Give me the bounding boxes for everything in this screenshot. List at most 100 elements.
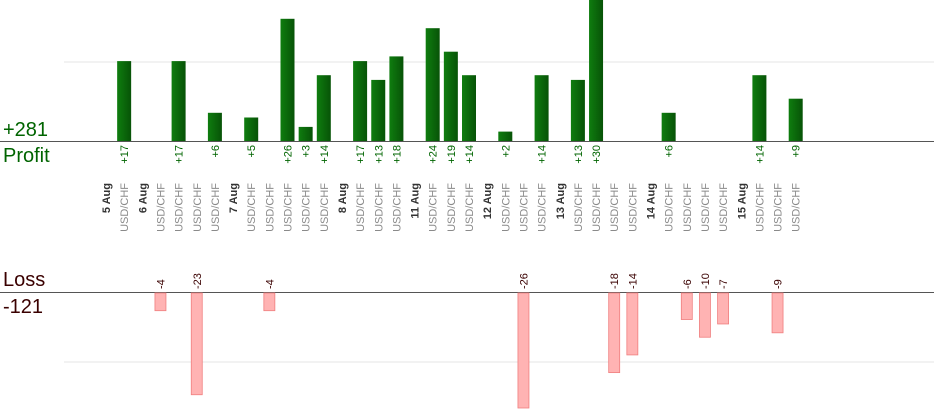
date-label: 7 Aug bbox=[228, 183, 240, 213]
profit-value-label: +14 bbox=[537, 145, 549, 164]
profit-value-label: +17 bbox=[174, 145, 186, 164]
profit-bar bbox=[661, 112, 676, 141]
profit-value-label: +30 bbox=[591, 145, 603, 164]
symbol-label: USD/CHF bbox=[754, 183, 766, 232]
profit-bar bbox=[207, 112, 222, 141]
symbol-label: USD/CHF bbox=[718, 183, 730, 232]
profit-bar bbox=[462, 75, 476, 141]
symbol-label: USD/CHF bbox=[355, 183, 367, 232]
profit-total: +281 bbox=[3, 119, 49, 141]
profit-value-label: +13 bbox=[573, 145, 585, 164]
profit-value-label: +5 bbox=[246, 145, 258, 158]
symbol-label: USD/CHF bbox=[210, 183, 222, 232]
symbol-label: USD/CHF bbox=[301, 183, 313, 232]
symbol-label: USD/CHF bbox=[682, 183, 694, 232]
profit-bar bbox=[752, 75, 767, 141]
profit-bar bbox=[353, 61, 368, 141]
symbol-label: USD/CHF bbox=[428, 183, 440, 232]
loss-value-label: -14 bbox=[627, 273, 639, 289]
date-label: 14 Aug bbox=[646, 183, 658, 219]
profit-value-label: +17 bbox=[119, 145, 131, 164]
symbol-label: USD/CHF bbox=[174, 183, 186, 232]
loss-label: Loss bbox=[3, 269, 46, 291]
symbol-label: USD/CHF bbox=[446, 183, 458, 232]
profit-bar bbox=[244, 117, 259, 141]
loss-bar bbox=[263, 292, 276, 312]
profit-value-label: +26 bbox=[283, 145, 295, 164]
symbol-label: USD/CHF bbox=[609, 183, 621, 232]
loss-bar bbox=[680, 292, 693, 320]
symbol-label: USD/CHF bbox=[537, 183, 549, 232]
profit-value-label: +14 bbox=[464, 145, 476, 164]
loss-bar bbox=[626, 292, 639, 356]
symbol-label: USD/CHF bbox=[664, 183, 676, 232]
profit-value-label: +24 bbox=[428, 145, 440, 164]
profit-bar bbox=[788, 98, 803, 141]
date-label: 15 Aug bbox=[736, 183, 748, 219]
symbol-label: USD/CHF bbox=[246, 183, 258, 232]
loss-total: -121 bbox=[3, 296, 44, 318]
symbol-label: USD/CHF bbox=[627, 183, 639, 232]
symbol-label: USD/CHF bbox=[591, 183, 603, 232]
symbol-label: USD/CHF bbox=[373, 183, 385, 232]
loss-value-label: -26 bbox=[518, 273, 530, 289]
profit-bar bbox=[570, 79, 585, 141]
profit-bar bbox=[280, 18, 295, 141]
profit-value-label: +3 bbox=[301, 145, 313, 158]
profit-value-label: +17 bbox=[355, 145, 367, 164]
symbol-label: USD/CHF bbox=[264, 183, 276, 232]
loss-bar bbox=[699, 292, 711, 338]
profit-value-label: +13 bbox=[373, 145, 385, 164]
profit-bar bbox=[534, 75, 549, 141]
profit-value-label: +6 bbox=[664, 145, 676, 158]
symbol-label: USD/CHF bbox=[500, 183, 512, 232]
loss-value-label: -4 bbox=[264, 279, 276, 289]
loss-bar bbox=[190, 292, 203, 396]
profit-label: Profit bbox=[3, 145, 50, 167]
loss-value-label: -7 bbox=[718, 279, 730, 289]
profit-value-label: +14 bbox=[754, 145, 766, 164]
profit-value-label: +2 bbox=[500, 145, 512, 158]
symbol-label: USD/CHF bbox=[283, 183, 295, 232]
symbol-label: USD/CHF bbox=[791, 183, 803, 232]
loss-value-label: -18 bbox=[609, 273, 621, 289]
symbol-label: USD/CHF bbox=[573, 183, 585, 232]
symbol-label: USD/CHF bbox=[119, 183, 131, 232]
gridlines bbox=[0, 61, 934, 363]
symbol-label: USD/CHF bbox=[700, 183, 712, 232]
date-label: 13 Aug bbox=[555, 183, 567, 219]
profit-bar bbox=[498, 131, 513, 141]
date-label: 5 Aug bbox=[101, 183, 113, 213]
loss-value-label: -23 bbox=[192, 273, 204, 289]
profit-bar bbox=[171, 61, 186, 141]
loss-bar bbox=[608, 292, 621, 374]
loss-bar bbox=[717, 292, 729, 325]
profit-bar bbox=[589, 0, 604, 141]
loss-value-label: -6 bbox=[682, 279, 694, 289]
profit-bar bbox=[371, 79, 386, 141]
date-label: 8 Aug bbox=[337, 183, 349, 213]
loss-value-label: -4 bbox=[155, 279, 167, 289]
symbol-label: USD/CHF bbox=[518, 183, 530, 232]
profit-value-label: +6 bbox=[210, 145, 222, 158]
date-label: 12 Aug bbox=[482, 183, 494, 219]
profit-value-label: +9 bbox=[791, 145, 803, 158]
profit-bars: +17 +17 +6 +5 +26 +3 +14 +17 +13 +18 +24 +19 +14 +2 +1… bbox=[117, 0, 803, 164]
loss-bar bbox=[517, 292, 530, 409]
symbol-label: USD/CHF bbox=[155, 183, 167, 232]
profit-bar bbox=[389, 56, 404, 141]
date-label: 11 Aug bbox=[410, 183, 422, 219]
category-labels: 5 Aug USD/CHF 6 Aug USD/CHF USD/CHF USD/CHF US… bbox=[101, 183, 803, 232]
loss-bar bbox=[154, 292, 167, 312]
symbol-label: USD/CHF bbox=[773, 183, 785, 232]
profit-value-label: +19 bbox=[446, 145, 458, 164]
symbol-label: USD/CHF bbox=[391, 183, 403, 232]
loss-bars: -4 -23 -4 -26 -18 -14 -6 -10 -7 -9 bbox=[154, 273, 785, 409]
profit-value-label: +14 bbox=[319, 145, 331, 164]
profit-bar bbox=[117, 61, 132, 141]
symbol-label: USD/CHF bbox=[319, 183, 331, 232]
loss-value-label: -9 bbox=[773, 279, 785, 289]
profit-bar bbox=[443, 51, 458, 142]
profit-bar bbox=[316, 75, 331, 141]
